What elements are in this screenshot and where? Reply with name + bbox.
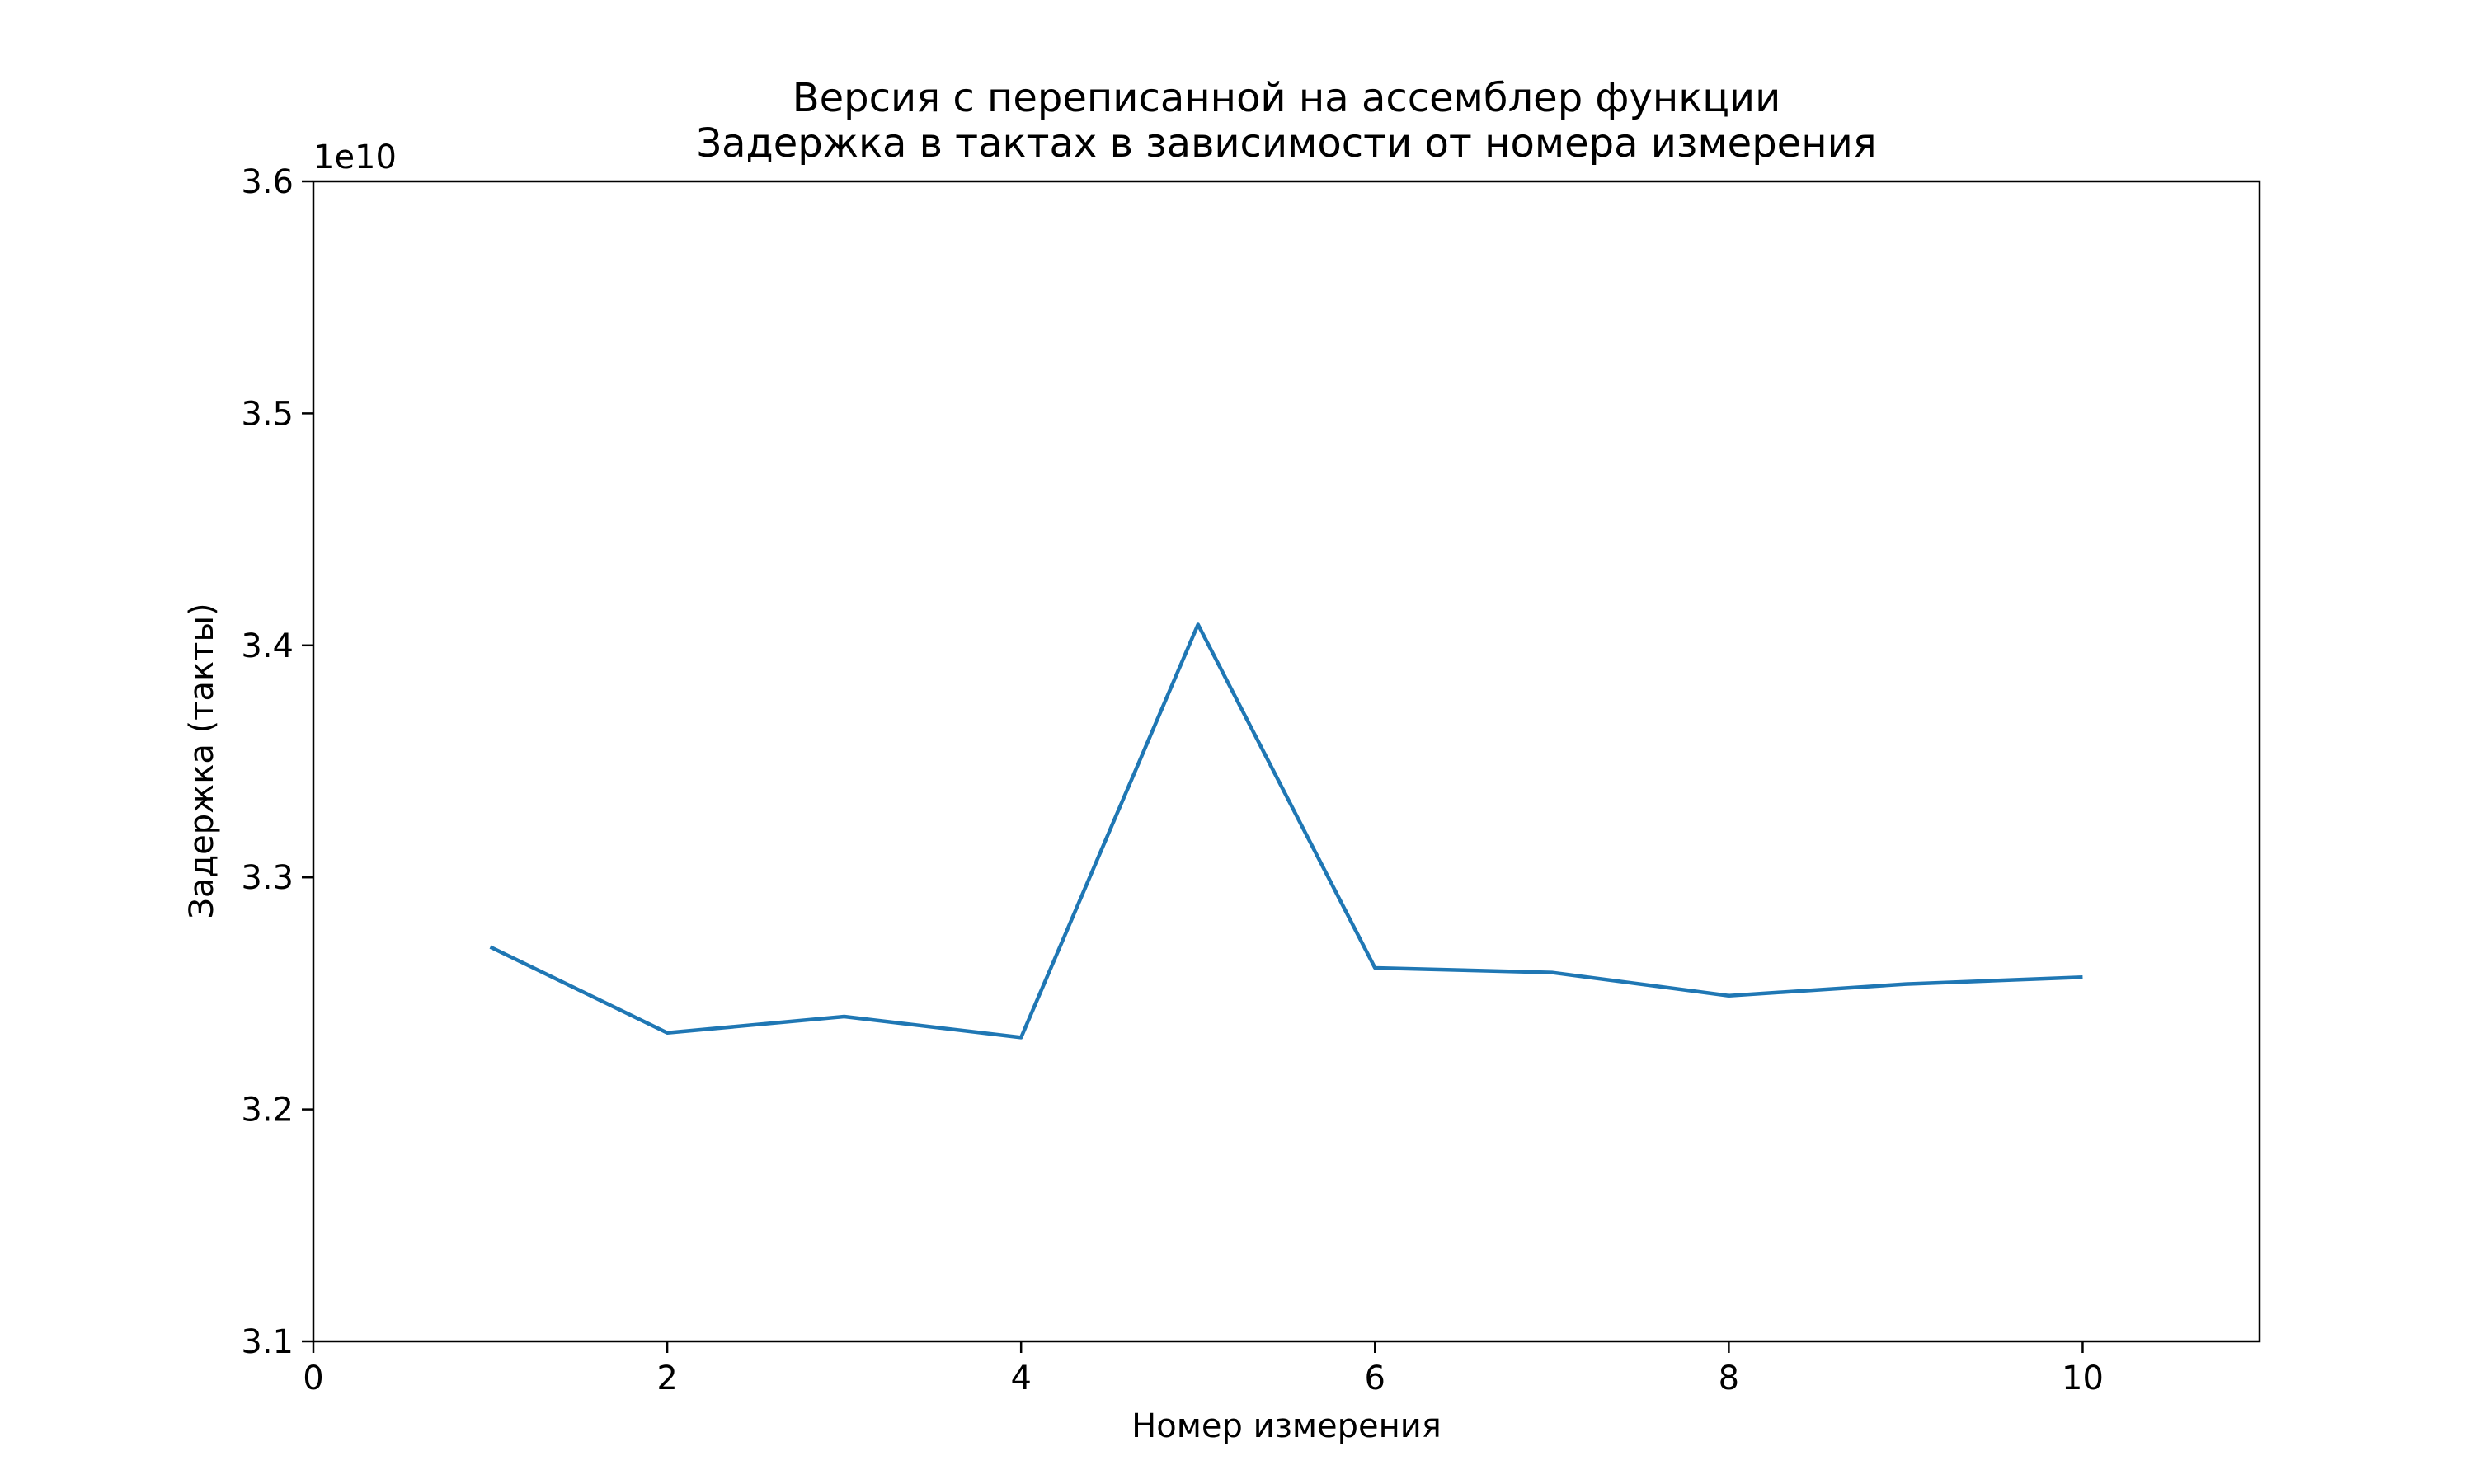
x-tick-label: 4 (1010, 1360, 1031, 1397)
y-tick-label: 3.4 (241, 627, 294, 665)
chart-subtitle: Задержка в тактах в зависимости от номер… (696, 120, 1876, 167)
y-axis: 3.1 3.2 3.3 3.4 3.5 3.6 (241, 163, 313, 1361)
plot-area-frame (312, 180, 2261, 1343)
y-tick-label: 3.3 (241, 859, 294, 897)
x-tick-label: 8 (1719, 1360, 1739, 1397)
y-tick-label: 3.2 (241, 1092, 294, 1129)
series-layer (489, 622, 2083, 1040)
y-axis-label: Задержка (такты) (183, 603, 221, 918)
chart-title: Версия с переписанной на ассемблер функц… (793, 75, 1781, 121)
y-offset-label: 1e10 (313, 139, 397, 176)
series-line-1 (489, 622, 2083, 1040)
y-tick-label: 3.5 (241, 395, 294, 433)
x-tick-label: 6 (1365, 1360, 1385, 1397)
x-axis-label: Номер измерения (1131, 1407, 1442, 1445)
x-tick-label: 0 (303, 1360, 323, 1397)
x-axis: 0 2 4 6 8 10 (303, 1341, 2104, 1397)
y-tick-label: 3.1 (241, 1323, 294, 1361)
y-tick-label: 3.6 (241, 163, 294, 201)
x-tick-label: 10 (2062, 1360, 2104, 1397)
x-tick-label: 2 (656, 1360, 677, 1397)
